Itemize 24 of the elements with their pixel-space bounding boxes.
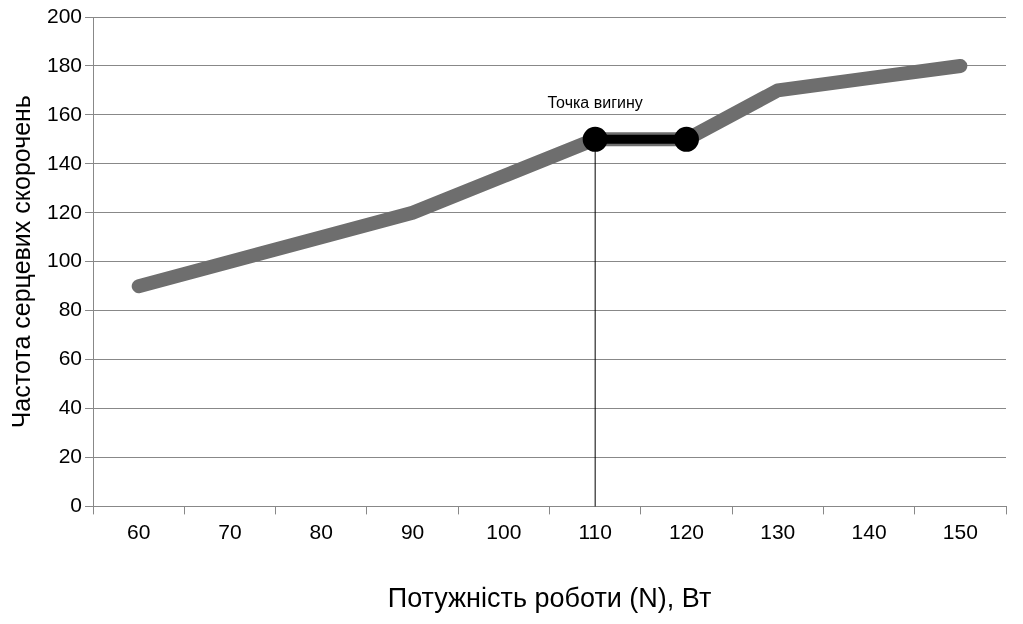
y-tick-label: 40: [58, 395, 83, 419]
x-axis-title: Потужність роботи (N), Вт: [387, 583, 712, 614]
x-tick-label: 120: [668, 519, 704, 543]
y-tick-label: 20: [58, 444, 83, 468]
y-tick-label: 180: [46, 52, 83, 76]
x-tick-label: 70: [218, 519, 242, 543]
y-tick-label: 120: [46, 199, 83, 223]
y-tick-label: 160: [46, 101, 83, 125]
y-tick-label: 0: [70, 493, 83, 517]
x-tick-label: 100: [486, 519, 522, 543]
x-tick-label: 60: [127, 519, 151, 543]
y-tick-label: 140: [46, 150, 83, 174]
x-tick-label: 130: [760, 519, 796, 543]
y-tick-label: 60: [58, 346, 83, 370]
y-tick-label: 80: [58, 297, 83, 321]
x-tick-label: 90: [400, 519, 425, 543]
y-tick-label: 100: [46, 248, 83, 272]
x-tick-label: 80: [309, 519, 333, 543]
y-axis-title: Частота серцевих скорочень: [6, 95, 35, 429]
x-tick-label: 110: [578, 519, 612, 543]
x-tick-label: 140: [851, 519, 887, 543]
ref-line-label: Точка вигину: [547, 93, 643, 111]
x-tick-label: 150: [942, 519, 978, 543]
y-tick-label: 200: [46, 3, 83, 27]
